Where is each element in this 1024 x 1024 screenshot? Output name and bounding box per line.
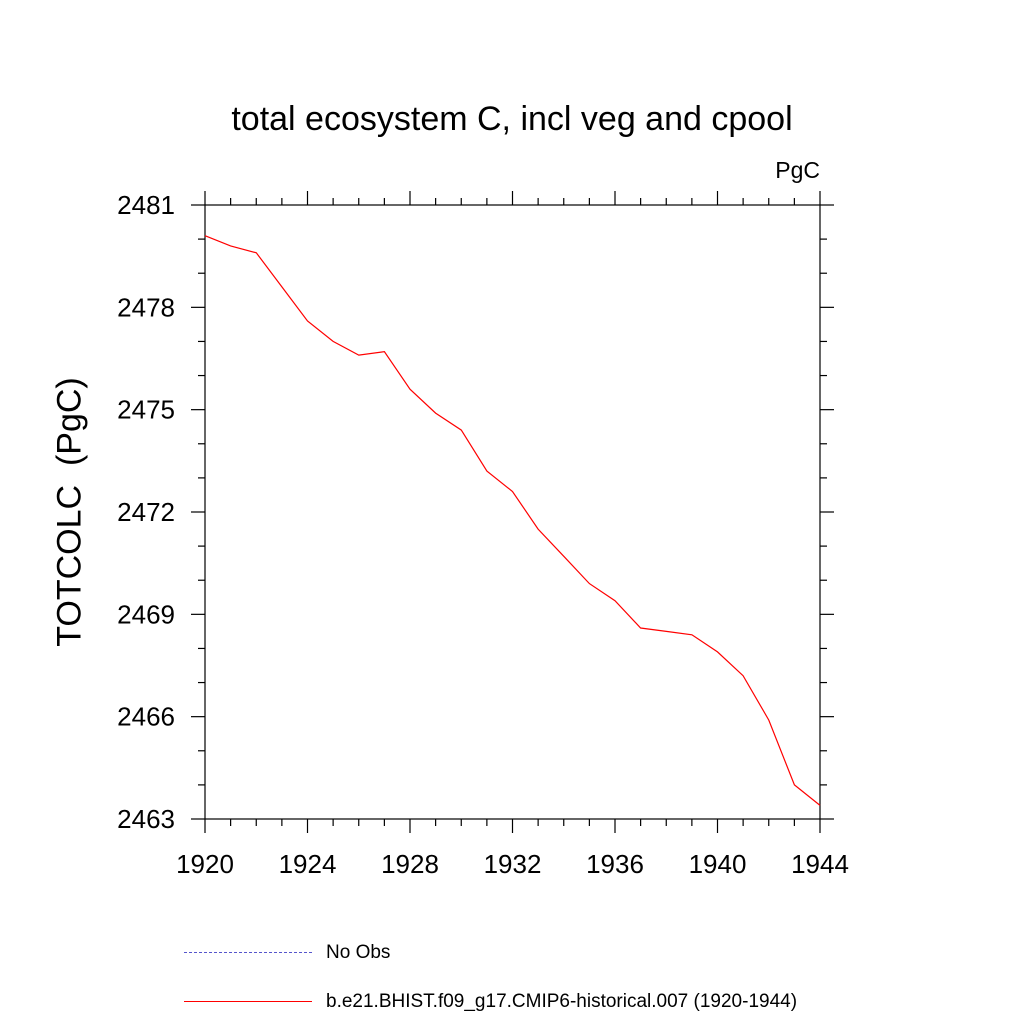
y-tick-label: 2466 xyxy=(117,702,175,732)
y-tick-label: 2469 xyxy=(117,599,175,629)
plot-frame xyxy=(204,204,821,820)
y-tick-label: 2472 xyxy=(117,497,175,527)
y-tick-label: 2481 xyxy=(117,190,175,220)
units-label: PgC xyxy=(775,157,820,183)
legend-swatch-solid xyxy=(184,1001,312,1002)
x-tick-label: 1924 xyxy=(279,849,337,879)
x-tick-label: 1940 xyxy=(689,849,747,879)
y-axis-ticks: 2463 2466 2469 2472 2475 2478 2481 xyxy=(117,190,834,834)
y-tick-label: 2475 xyxy=(117,395,175,425)
x-tick-label: 1932 xyxy=(484,849,542,879)
y-tick-label: 2463 xyxy=(117,804,175,834)
x-tick-label: 1928 xyxy=(381,849,439,879)
x-tick-label: 1936 xyxy=(586,849,644,879)
chart-title: total ecosystem C, incl veg and cpool xyxy=(231,100,793,138)
y-tick-label: 2478 xyxy=(117,292,175,322)
series-line xyxy=(204,235,821,806)
series-layer xyxy=(204,235,821,806)
x-tick-label: 1920 xyxy=(176,849,234,879)
legend-label-no-obs: No Obs xyxy=(326,942,391,963)
legend-swatch-dashed xyxy=(184,952,312,953)
x-axis-ticks: 1920 1924 1928 1932 1936 1940 1944 xyxy=(176,191,849,879)
legend-label-historical: b.e21.BHIST.f09_g17.CMIP6-historical.007… xyxy=(326,991,798,1012)
x-tick-label: 1944 xyxy=(791,849,849,879)
y-axis-label: TOTCOLC (PgC) xyxy=(50,377,89,647)
